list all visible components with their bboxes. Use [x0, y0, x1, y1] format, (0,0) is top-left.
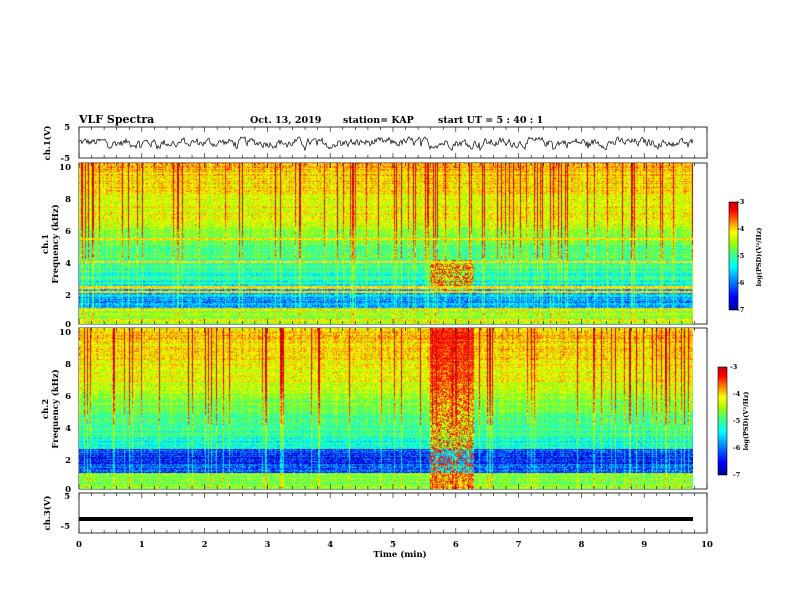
x-tick-label: 8 [578, 540, 584, 550]
ch1-colorbar [728, 201, 739, 311]
ch2-ytick-10: 10 [59, 328, 71, 338]
ch1-waveform-ylabel: ch.1(V) [42, 126, 53, 161]
ch2-ytick-0: 0 [65, 485, 71, 495]
ch2-cb-tick-3: -3 [730, 363, 738, 371]
x-tick-label: 9 [641, 540, 647, 550]
x-tick-label: 7 [516, 540, 522, 550]
x-tick-label: 0 [76, 540, 82, 550]
axis-ticks [78, 127, 708, 533]
ch2-spectrogram-image [79, 328, 693, 489]
ch2-colorbar [717, 366, 728, 476]
ch1-ytick-4: 4 [65, 259, 71, 269]
ch1-cb-tick-6: -6 [737, 279, 745, 287]
x-tick-label: 4 [327, 540, 333, 550]
ch1-cb-tick-5: -5 [737, 252, 745, 260]
ch1-ytick-2: 2 [65, 291, 71, 301]
ch2-cb-tick-5: -5 [733, 417, 741, 425]
ch3-ytick-minus5: -5 [61, 522, 71, 532]
ch2-cb-tick-7: -7 [733, 471, 740, 479]
start-time-label: start UT = 5 : 40 : 1 [438, 115, 543, 126]
x-tick-labels: 0 1 2 3 4 5 6 7 8 9 10 [76, 540, 713, 550]
ch1-spectrogram-ylabel-channel: ch.1 [41, 234, 51, 254]
ch1-cb-tick-4: -4 [737, 225, 745, 233]
ch1-ytick-8: 8 [65, 195, 71, 205]
x-tick-label: 6 [453, 540, 459, 550]
ch2-spectrogram-ylabel-channel: ch.2 [41, 399, 51, 419]
ch1-waveform-panel: 5 -5 ch.1(V) [42, 123, 708, 164]
ch2-ytick-2: 2 [65, 456, 71, 466]
ch3-ytick-5: 5 [64, 492, 70, 502]
ch1-spectrogram-ylabel-frequency: Frequency (kHz) [50, 204, 61, 283]
ch2-ytick-8: 8 [65, 360, 71, 370]
ch2-ytick-6: 6 [65, 392, 71, 402]
date-label: Oct. 13, 2019 [250, 115, 322, 126]
ch2-cb-tick-4: -4 [733, 390, 741, 398]
ch1-waveform-line [78, 136, 694, 152]
ch3-waveform-frame [78, 492, 708, 534]
ch1-ytick-bottom: -5 [61, 154, 71, 164]
ch2-colorbar-label: log(PSD)(V²/Hz) [742, 392, 750, 451]
x-tick-label: 1 [139, 540, 145, 550]
x-tick-label: 3 [264, 540, 270, 550]
ch1-cb-tick-7: -7 [737, 306, 744, 314]
ch1-ytick-top: 5 [64, 123, 70, 133]
ch1-ytick-10: 10 [59, 163, 71, 173]
x-tick-label: 10 [701, 540, 713, 550]
x-tick-label: 2 [202, 540, 208, 550]
ch1-spectrogram-panel: 10 8 6 4 2 0 ch.1 Frequency (kHz) -3 -4 … [41, 162, 763, 330]
ch1-colorbar-label: log(PSD)(V²/Hz) [755, 228, 763, 287]
ch2-ytick-4: 4 [65, 424, 71, 434]
station-label: station= KAP [343, 115, 414, 126]
ch3-waveform-ylabel: ch.3(V) [42, 496, 53, 531]
ch2-spectrogram-panel: 10 8 6 4 2 0 ch.2 Frequency (kHz) -3 -4 … [41, 327, 750, 495]
ch1-spectrogram-image [79, 163, 693, 324]
x-axis-label: Time (min) [373, 549, 426, 560]
ch1-ytick-6: 6 [65, 227, 71, 237]
ch1-ytick-0: 0 [65, 320, 71, 330]
ch1-cb-tick-3: -3 [737, 198, 745, 206]
figure-title: VLF Spectra [78, 113, 154, 126]
ch2-spectrogram-ylabel-frequency: Frequency (kHz) [50, 369, 61, 448]
ch3-waveform-panel: 5 -5 ch.3(V) [42, 492, 708, 534]
ch2-cb-tick-6: -6 [733, 444, 741, 452]
x-tick-label: 5 [390, 540, 396, 550]
